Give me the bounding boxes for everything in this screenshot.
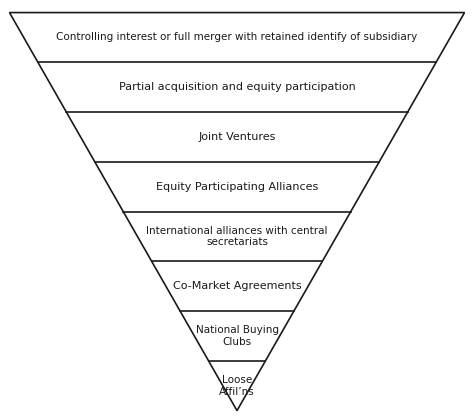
- Text: Controlling interest or full merger with retained identify of subsidiary: Controlling interest or full merger with…: [56, 32, 418, 42]
- Text: Co-Market Agreements: Co-Market Agreements: [173, 281, 301, 291]
- Text: International alliances with central
secretariats: International alliances with central sec…: [146, 226, 328, 247]
- Text: Loose
Affil’ns: Loose Affil’ns: [219, 375, 255, 396]
- Text: National Buying
Clubs: National Buying Clubs: [195, 325, 279, 347]
- Text: Equity Participating Alliances: Equity Participating Alliances: [156, 182, 318, 192]
- Text: Joint Ventures: Joint Ventures: [198, 132, 276, 142]
- Polygon shape: [9, 13, 465, 411]
- Text: Partial acquisition and equity participation: Partial acquisition and equity participa…: [118, 82, 356, 92]
